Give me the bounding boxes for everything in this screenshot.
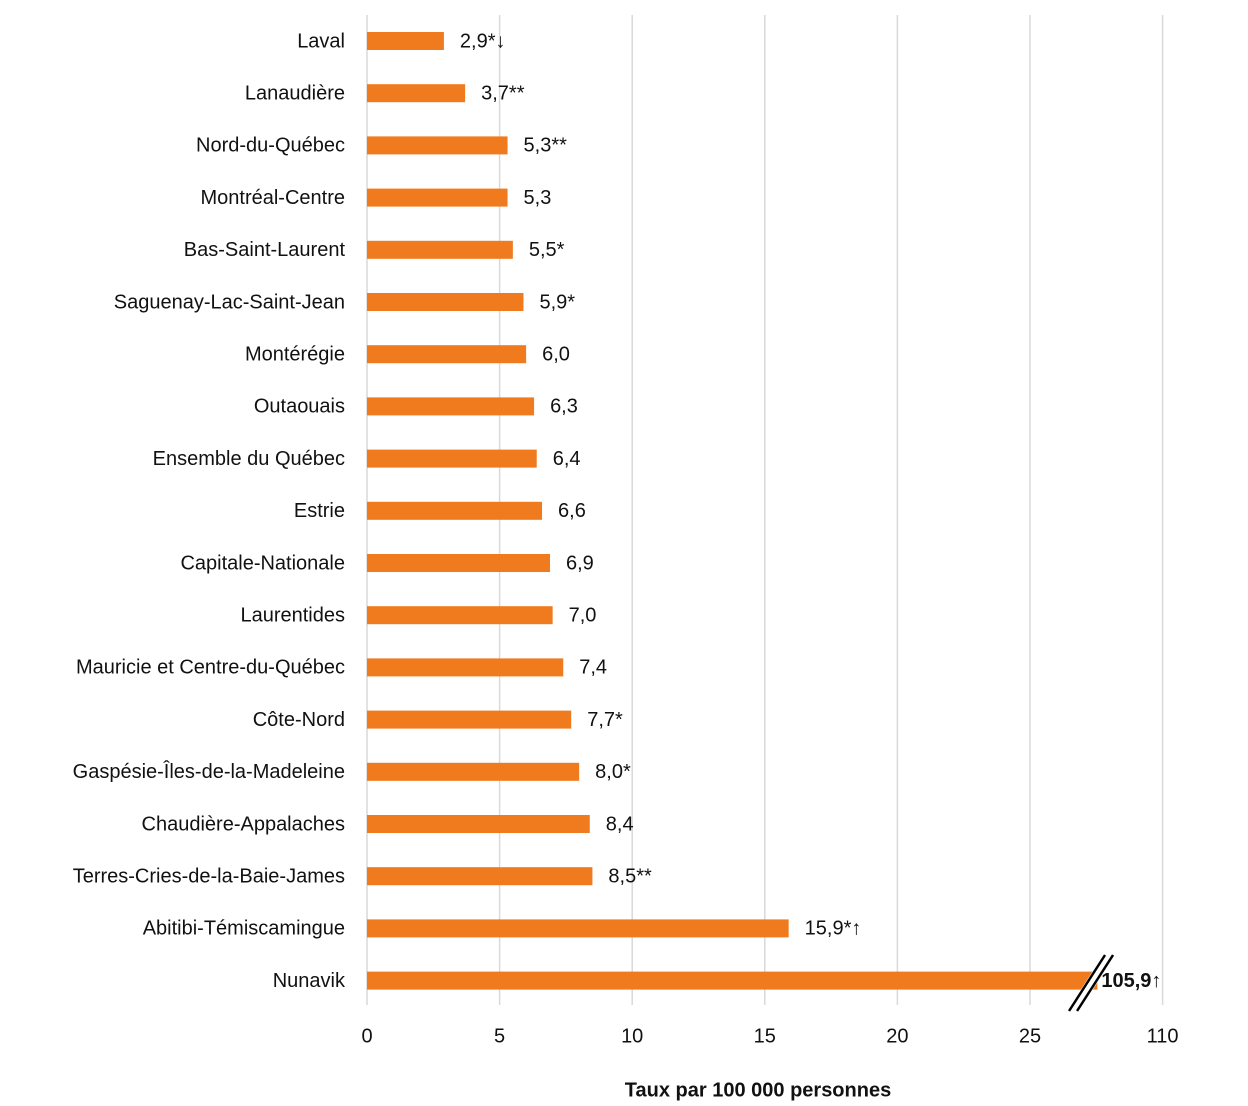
- value-label: 6,4: [553, 448, 581, 470]
- y-tick-label: Abitibi-Témiscamingue: [143, 918, 345, 940]
- value-label: 5,5*: [529, 239, 565, 261]
- value-label: 6,3: [550, 396, 578, 418]
- y-tick-label: Outaouais: [254, 396, 345, 418]
- y-tick-label: Bas-Saint-Laurent: [184, 239, 346, 261]
- y-tick-label: Terres-Cries-de-la-Baie-James: [73, 865, 345, 887]
- bar: [367, 710, 572, 729]
- value-label: 8,4: [606, 813, 634, 835]
- bar: [367, 136, 508, 155]
- break-mark: [1067, 954, 1107, 1012]
- y-tick-label: Ensemble du Québec: [153, 448, 345, 470]
- value-label: 6,6: [558, 500, 586, 522]
- value-label: 6,0: [542, 343, 570, 365]
- bar: [367, 554, 550, 572]
- value-label: 2,9*↓: [460, 30, 506, 52]
- value-label: 5,9*: [539, 291, 575, 313]
- bar: [367, 397, 535, 416]
- bar: [367, 84, 466, 103]
- y-tick-label: Montérégie: [245, 343, 345, 365]
- y-tick-label: Capitale-Nationale: [180, 552, 345, 574]
- x-tick-label: 5: [494, 1025, 505, 1047]
- bar: [367, 867, 593, 886]
- y-tick-label: Mauricie et Centre-du-Québec: [76, 657, 345, 679]
- y-tick-label: Laval: [297, 30, 345, 52]
- bar: [367, 240, 513, 259]
- y-tick-label: Chaudière-Appalaches: [142, 813, 345, 835]
- bar: [367, 606, 553, 625]
- value-label: 7,0: [569, 604, 597, 626]
- y-tick-label: Gaspésie-Îles-de-la-Madeleine: [73, 760, 345, 783]
- y-tick-label: Laurentides: [240, 604, 345, 626]
- break-mark: [1068, 952, 1114, 1014]
- y-tick-label: Côte-Nord: [253, 709, 345, 731]
- x-tick-label: 15: [754, 1025, 776, 1047]
- value-label: 3,7**: [481, 82, 525, 104]
- value-label: 8,0*: [595, 761, 631, 783]
- value-label: 6,9: [566, 552, 594, 574]
- break-mark: [1075, 954, 1115, 1012]
- bar: [367, 293, 524, 311]
- x-tick-label: 110: [1147, 1025, 1179, 1047]
- x-tick-label: 25: [1019, 1025, 1041, 1047]
- bar: [367, 658, 564, 677]
- bar: [367, 971, 1098, 990]
- bar: [367, 919, 789, 938]
- bar: [367, 762, 580, 781]
- bar: [367, 188, 508, 207]
- value-label: 15,9*↑: [805, 918, 862, 940]
- x-tick-label: 0: [361, 1025, 372, 1047]
- x-axis-title: Taux par 100 000 personnes: [625, 1079, 891, 1101]
- bar: [367, 32, 444, 50]
- value-label: 5,3: [524, 187, 552, 209]
- y-tick-label: Lanaudière: [245, 82, 345, 104]
- bar: [367, 815, 590, 833]
- value-label: 8,5**: [608, 865, 652, 887]
- bar: [367, 501, 543, 520]
- value-label: 105,9↑: [1101, 970, 1161, 992]
- x-tick-label: 20: [886, 1025, 908, 1047]
- y-tick-label: Montréal-Centre: [200, 187, 345, 209]
- value-label: 5,3**: [524, 135, 568, 157]
- y-tick-label: Estrie: [294, 500, 345, 522]
- bar: [367, 345, 527, 364]
- y-tick-label: Nunavik: [273, 970, 346, 992]
- value-label: 7,7*: [587, 709, 623, 731]
- y-tick-label: Saguenay-Lac-Saint-Jean: [114, 291, 345, 313]
- value-label: 7,4: [579, 657, 607, 679]
- bar: [367, 449, 537, 468]
- x-tick-label: 10: [621, 1025, 643, 1047]
- y-tick-label: Nord-du-Québec: [196, 135, 345, 157]
